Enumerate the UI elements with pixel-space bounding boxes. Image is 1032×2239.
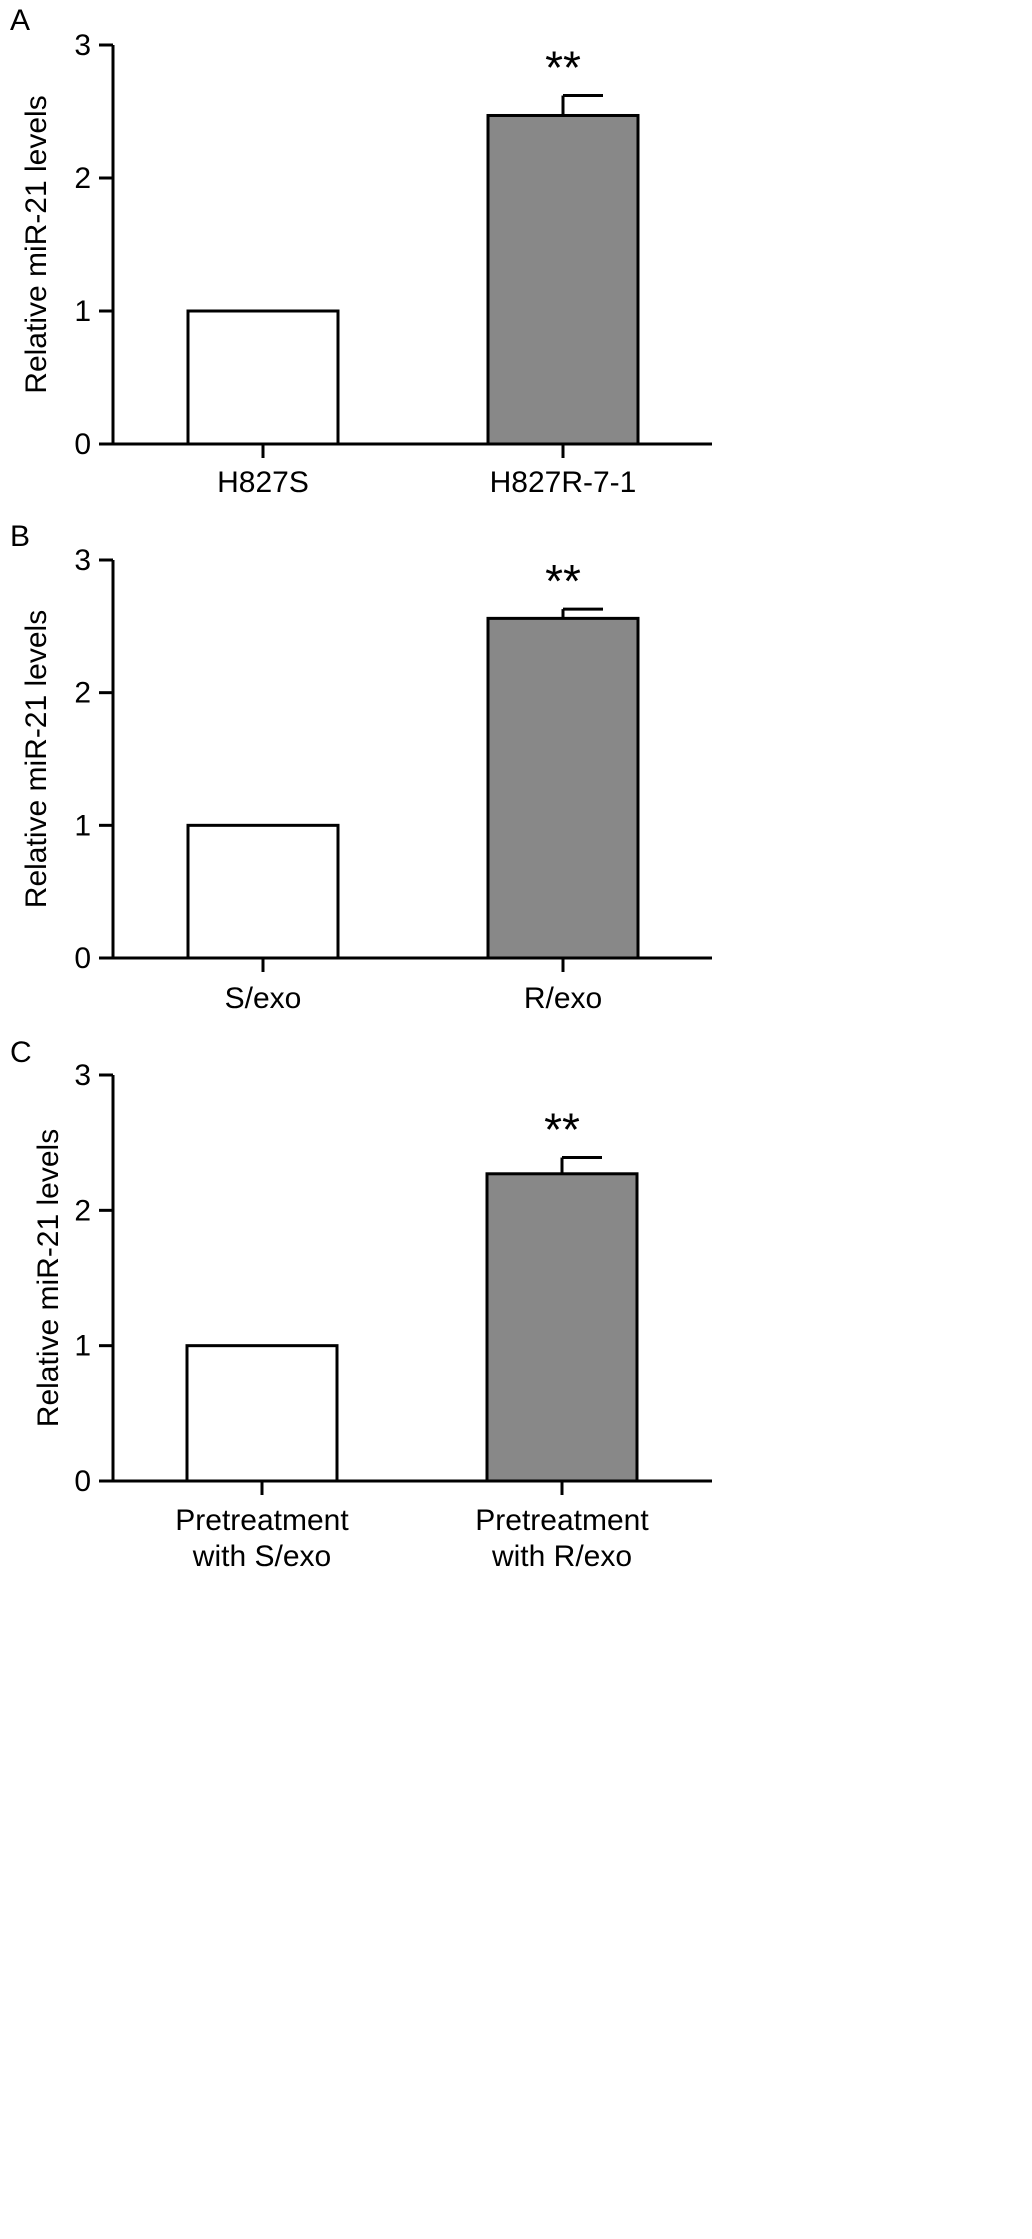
y-tick-label: 1 [74,295,91,328]
significance-marker: ** [544,1104,580,1156]
y-tick-label: 0 [74,1465,91,1498]
bar [485,1172,639,1483]
panel-letter: B [10,520,30,553]
x-category-label: S/exo [225,982,302,1015]
significance-marker: ** [545,42,581,94]
panel-letter: C [10,1036,32,1069]
x-category-label: H827S [217,466,309,499]
x-category-label: Pretreatment [175,1504,349,1537]
y-tick-label: 3 [74,544,91,577]
bar [186,309,340,446]
y-tick-label: 0 [74,428,91,461]
y-axis-label: Relative miR-21 levels [32,1129,65,1427]
y-axis-label: Relative miR-21 levels [20,610,53,908]
panel-a: A 0 1 2 3 Relative miR-21 levels H827S ** H827R-… [10,4,712,499]
y-tick-label: 2 [74,162,91,195]
bar [185,1344,339,1483]
x-category-label: H827R-7-1 [490,466,637,499]
significance-marker: ** [545,555,581,607]
y-tick-label: 0 [74,942,91,975]
panel-letter: A [10,4,30,37]
y-tick-label: 2 [74,677,91,710]
x-category-label: with R/exo [491,1540,632,1573]
x-category-label: R/exo [524,982,602,1015]
bar [486,113,640,446]
x-category-label: Pretreatment [475,1504,649,1537]
y-axis-label: Relative miR-21 levels [20,95,53,393]
y-tick-label: 3 [74,1059,91,1092]
panel-b: B 0 1 2 3 Relative miR-21 levels S/exo ** R/exo [10,520,712,1015]
bar [486,616,640,960]
y-tick-label: 1 [74,1330,91,1363]
y-tick-label: 3 [74,29,91,62]
y-tick-label: 1 [74,809,91,842]
y-tick-label: 2 [74,1194,91,1227]
bar [186,823,340,960]
x-category-label: with S/exo [192,1540,331,1573]
